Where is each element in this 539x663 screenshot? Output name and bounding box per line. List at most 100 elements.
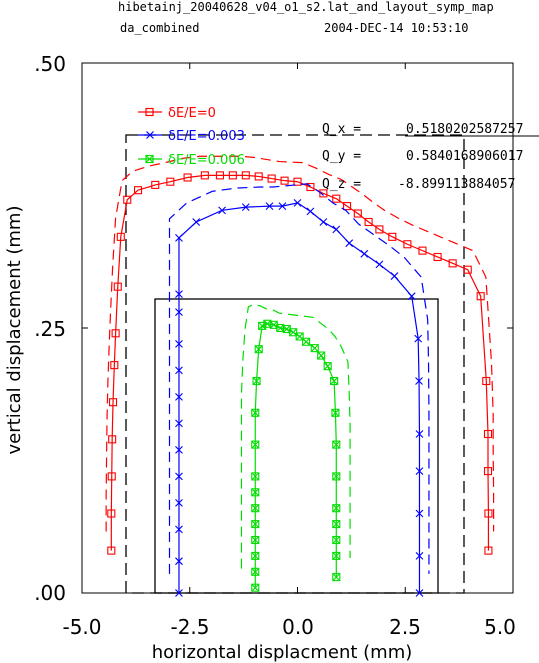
data-point: [251, 536, 260, 544]
data-point: [484, 546, 493, 555]
data-point: [332, 520, 341, 528]
data-point: [482, 376, 491, 386]
data-point: [343, 202, 352, 211]
x-tick-label: -5.0: [62, 615, 101, 639]
data-point: [241, 171, 250, 180]
plot-frame: [81, 62, 514, 594]
data-point: [251, 583, 260, 592]
data-point: [175, 393, 183, 401]
tune-annotations: Q_x = 0.5180202587257 Q_y = 0.5840168906…: [322, 122, 539, 192]
data-point: [415, 509, 424, 518]
data-point: [332, 573, 341, 581]
data-point: [353, 209, 362, 218]
series-2: [240, 304, 351, 592]
data-point: [289, 328, 298, 337]
data-point: [254, 345, 263, 354]
data-point: [175, 446, 183, 454]
data-point: [403, 240, 412, 249]
data-point: [108, 398, 118, 407]
x-axis-label: horizontal displacment (mm): [152, 642, 413, 663]
data-point: [332, 520, 341, 529]
data-point: [175, 340, 183, 348]
data-point: [483, 429, 493, 439]
data-point: [175, 419, 183, 428]
data-point: [116, 232, 125, 241]
subtitle: da_combined: [120, 21, 199, 35]
data-point: [251, 408, 260, 417]
tune-value-qy: 0.5840168906017: [406, 149, 523, 164]
data-point: [175, 366, 183, 375]
legend: δE/E=0 δE/E=0.003 δE/E=0.006: [138, 106, 245, 168]
data-point: [251, 440, 260, 449]
data-point: [323, 362, 332, 371]
data-point: [332, 504, 341, 513]
data-point: [267, 174, 276, 183]
tune-label-qy: Q_y =: [322, 149, 361, 164]
data-point: [330, 377, 339, 385]
data-point: [332, 472, 341, 481]
x-tick-label: -2.5: [170, 615, 209, 639]
data-point: [415, 430, 424, 438]
series-line: [178, 202, 421, 593]
x-tick-labels: -5.0 -2.5 0.0 2.5 5.0: [62, 615, 515, 639]
data-point: [251, 552, 260, 560]
data-point: [332, 225, 341, 234]
data-point: [107, 509, 116, 518]
tune-value-qz: -8.899113884057: [398, 177, 515, 192]
data-point: [415, 589, 424, 597]
series-envelope-dashed: [240, 304, 351, 569]
data-point: [483, 467, 493, 476]
tune-label-qz: Q_z =: [322, 177, 361, 192]
aperture-box-inner: [154, 298, 439, 594]
data-point: [319, 218, 328, 226]
data-point: [151, 180, 160, 189]
data-point: [107, 472, 116, 481]
data-point: [183, 173, 192, 182]
x-tick-label: 2.5: [389, 615, 421, 639]
data-point: [375, 225, 384, 234]
data-point: [463, 265, 472, 274]
data-point: [251, 567, 260, 576]
data-point: [375, 260, 384, 269]
series-0: [105, 155, 495, 555]
data-point: [332, 194, 341, 203]
data-point: [302, 337, 311, 346]
data-point: [251, 440, 260, 449]
data-point: [166, 177, 175, 186]
data-point: [251, 408, 260, 417]
data-point: [123, 195, 132, 204]
data-point: [251, 551, 260, 560]
data-point: [254, 345, 263, 354]
x-tick-label: 0.0: [282, 615, 314, 639]
data-point: [332, 573, 341, 582]
data-point: [332, 536, 341, 544]
data-point: [331, 408, 340, 417]
legend-item-0: δE/E=0: [138, 106, 216, 121]
data-point: [364, 217, 373, 227]
data-point: [330, 376, 339, 386]
data-point: [332, 551, 341, 560]
data-point: [332, 440, 341, 449]
data-point: [108, 435, 117, 444]
legend-item-2: δE/E=0.006: [138, 153, 245, 168]
data-point: [310, 344, 319, 353]
y-tick-label: .25: [34, 317, 66, 341]
data-point: [111, 329, 120, 338]
data-point: [251, 472, 260, 481]
series-layer: [81, 62, 514, 597]
data-point: [332, 472, 341, 481]
data-point: [388, 232, 397, 241]
data-point: [407, 292, 416, 301]
data-point: [332, 552, 341, 560]
data-point: [228, 171, 237, 180]
data-point: [276, 324, 285, 332]
data-point: [306, 207, 315, 216]
legend-label: δE/E=0: [168, 106, 216, 121]
data-point: [418, 246, 427, 255]
data-point: [317, 351, 326, 360]
data-point: [251, 488, 260, 497]
data-point: [263, 319, 272, 328]
axis-ticks: [81, 62, 514, 594]
data-point: [175, 234, 183, 242]
legend-label: δE/E=0.006: [168, 153, 245, 168]
